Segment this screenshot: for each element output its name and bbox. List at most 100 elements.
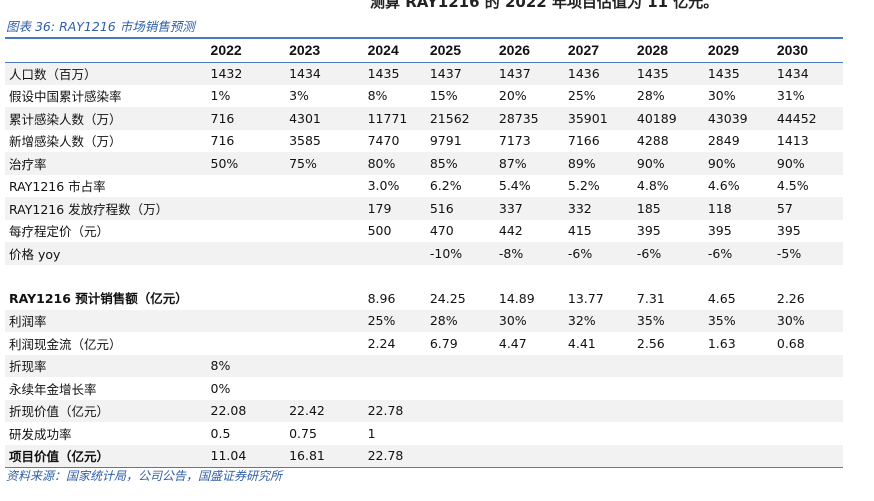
value-cell: 1413 <box>776 133 809 149</box>
value-cell: 28% <box>636 88 665 104</box>
row-label: 利润现金流（亿元） <box>9 336 122 352</box>
value-cell <box>286 332 365 355</box>
value-cell <box>208 242 287 265</box>
value-cell: 4.8% <box>636 178 669 194</box>
value-cell <box>427 422 496 445</box>
value-cell: 337 <box>498 200 523 216</box>
value-cell: 1435 <box>707 66 740 81</box>
table-row: 研发成功率 0.5 0.75 1 <box>5 422 843 445</box>
source-note: 资料来源：国家统计局，公司公告，国盛证券研究所 <box>6 469 283 483</box>
value-cell: 5.2% <box>567 178 600 194</box>
value-cell: 395 <box>636 223 661 239</box>
value-cell: 6.2% <box>429 178 462 194</box>
header-year-2028: 2028 <box>636 42 669 59</box>
preceding-paragraph-text: 测算 RAY1216 的 2022 年项目估值为 11 亿元。 <box>370 0 719 11</box>
table-row: 利润率 25% 28% 30% 32% 35% 35% 30% <box>5 309 843 333</box>
table-row: 人口数（百万） 1432 1434 1435 1437 1437 1436 1435 1435 1… <box>5 62 843 85</box>
value-cell <box>774 355 843 378</box>
value-cell <box>286 197 365 220</box>
table-row: 新增感染人数（万） 716 3585 7470 9791 7173 7166 4288 2849… <box>5 130 843 153</box>
value-cell: 179 <box>367 200 392 216</box>
value-cell: 716 <box>210 110 235 126</box>
value-cell: 0% <box>210 380 231 396</box>
value-cell: 13.77 <box>567 290 604 306</box>
table-header-row: 2022 2023 2024 2025 2026 2027 2028 2029 2030 <box>5 38 843 62</box>
value-cell: 35901 <box>567 110 608 126</box>
value-cell: 21562 <box>429 110 470 126</box>
header-year-2023: 2023 <box>289 42 321 59</box>
value-cell <box>634 400 705 423</box>
value-cell: 89% <box>567 155 596 171</box>
header-year-2027: 2027 <box>567 42 600 59</box>
value-cell <box>634 422 705 445</box>
value-cell <box>208 310 287 333</box>
value-cell: 516 <box>429 200 454 216</box>
value-cell: 4301 <box>289 110 321 126</box>
value-cell: 16.81 <box>289 448 325 463</box>
sales-forecast-table: 2022 2023 2024 2025 2026 2027 2028 2029 2030 人口数… <box>5 37 843 468</box>
value-cell: 7173 <box>498 133 531 149</box>
value-cell <box>496 422 565 445</box>
value-cell: 395 <box>707 223 732 239</box>
value-cell: 6.79 <box>429 335 458 351</box>
row-label: 治疗率 <box>9 156 47 172</box>
value-cell <box>565 355 634 378</box>
value-cell <box>208 175 287 198</box>
value-cell <box>286 355 365 378</box>
row-label: 折现价值（亿元） <box>9 404 110 420</box>
value-cell: 2849 <box>707 133 740 149</box>
value-cell: 7166 <box>567 133 600 149</box>
row-label: 永续年金增长率 <box>9 381 97 397</box>
value-cell: -5% <box>776 245 802 261</box>
table-row: 每疗程定价（元） 500 470 442 415 395 395 395 <box>5 220 843 243</box>
value-cell: 118 <box>707 200 732 216</box>
value-cell: 11771 <box>367 110 408 126</box>
value-cell: 415 <box>567 223 592 239</box>
value-cell: 716 <box>210 133 235 149</box>
value-cell: 1432 <box>210 66 243 81</box>
value-cell: 4.65 <box>707 290 736 306</box>
value-cell: 3% <box>289 88 309 104</box>
value-cell <box>705 400 774 423</box>
value-cell: 57 <box>776 200 793 216</box>
value-cell <box>705 445 774 468</box>
row-label: 累计感染人数（万） <box>9 111 122 127</box>
value-cell: 90% <box>776 155 805 171</box>
value-cell <box>208 265 287 310</box>
value-cell: 87% <box>498 155 527 171</box>
value-cell <box>565 377 634 400</box>
value-cell: 185 <box>636 200 661 216</box>
value-cell <box>365 355 427 378</box>
value-cell: 31% <box>776 88 805 104</box>
table-row: 项目价值（亿元） 11.04 16.81 22.78 <box>5 444 843 468</box>
value-cell <box>705 377 774 400</box>
value-cell <box>208 197 287 220</box>
value-cell: 35% <box>636 313 665 329</box>
value-cell: 4288 <box>636 133 669 149</box>
value-cell: 3585 <box>289 133 321 149</box>
value-cell: 470 <box>429 223 454 239</box>
value-cell: 24.25 <box>429 290 466 306</box>
row-label: 价格 yoy <box>9 246 61 262</box>
header-year-2030: 2030 <box>776 42 809 59</box>
row-label: 项目价值（亿元） <box>9 449 110 464</box>
value-cell: 20% <box>498 88 527 104</box>
value-cell <box>774 400 843 423</box>
value-cell: 3.0% <box>367 178 400 194</box>
value-cell <box>365 242 427 265</box>
table-row: RAY1216 市占率 3.0% 6.2% 5.4% 5.2% 4.8% 4.6% 4.5% <box>5 175 843 198</box>
value-cell: 1 <box>367 425 376 441</box>
header-year-2025: 2025 <box>429 42 462 59</box>
value-cell <box>565 422 634 445</box>
value-cell <box>208 220 287 243</box>
row-label: 利润率 <box>9 314 47 330</box>
row-label: 折现率 <box>9 359 47 375</box>
value-cell: -8% <box>498 245 524 261</box>
value-cell <box>705 422 774 445</box>
value-cell <box>634 377 705 400</box>
value-cell: -6% <box>636 245 662 261</box>
value-cell: 395 <box>776 223 801 239</box>
value-cell: 8.96 <box>367 290 396 306</box>
value-cell: 332 <box>567 200 592 216</box>
value-cell: 1436 <box>567 66 600 81</box>
